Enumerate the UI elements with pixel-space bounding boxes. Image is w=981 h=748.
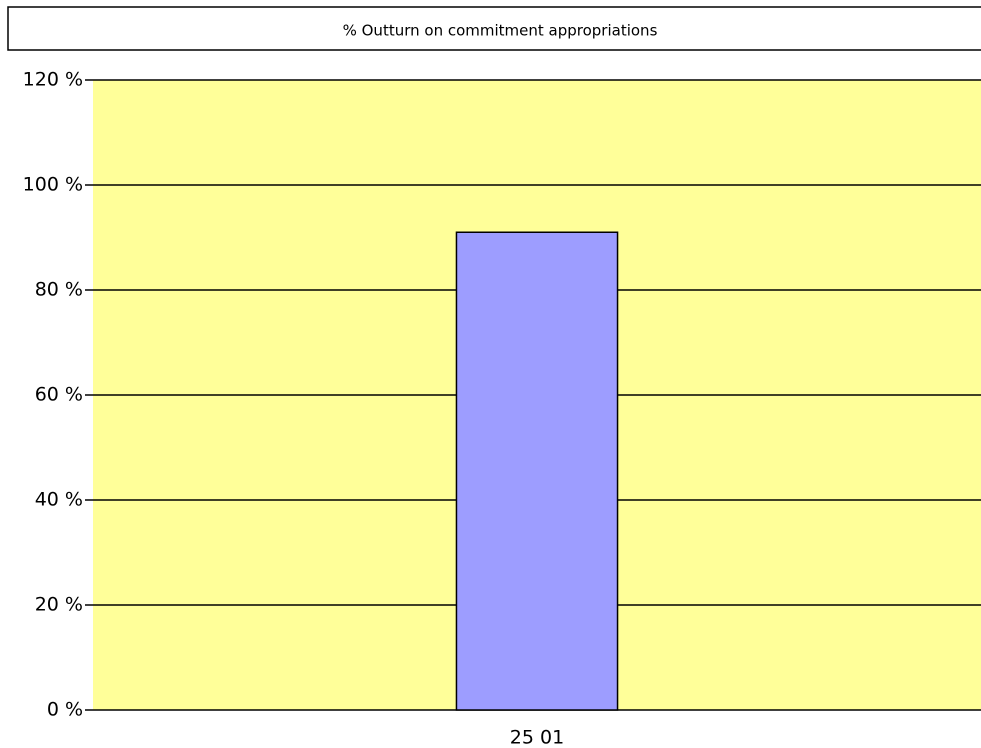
y-tick-label: 120 %: [23, 69, 83, 91]
x-tick-label: 25 01: [510, 727, 564, 748]
title-box: [7, 6, 981, 51]
y-tick-label: 20 %: [35, 594, 83, 616]
bar: [455, 231, 619, 711]
y-tick-label: 100 %: [23, 174, 83, 196]
chart-title: % Outturn on commitment appropriations: [343, 22, 658, 40]
y-tick-label: 0 %: [47, 699, 83, 721]
y-tick-label: 80 %: [35, 279, 83, 301]
y-tick-label: 40 %: [35, 489, 83, 511]
y-tick-label: 60 %: [35, 384, 83, 406]
